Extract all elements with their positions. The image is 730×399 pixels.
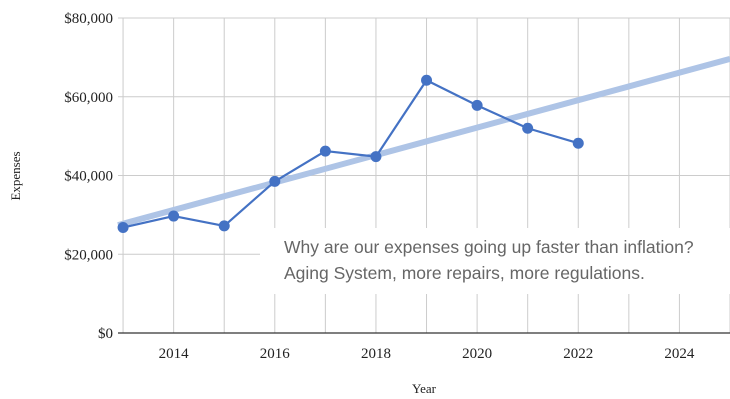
x-tick-label: 2018 [361,346,391,362]
trendline [117,56,730,229]
x-tick-label: 2022 [563,346,593,362]
data-point [117,221,129,233]
data-point [168,210,180,222]
x-tick-label: 2016 [260,346,291,362]
tick-labels: $0 $20,000 $40,000 $60,000 $80,000 2014 2016 20… [64,11,695,362]
data-point [421,74,433,86]
annotation-background [260,228,730,294]
data-point [218,220,230,232]
data-point [522,122,534,134]
data-point [269,175,281,187]
annotation-line-1: Why are our expenses going up faster tha… [284,237,694,257]
series-expenses [117,74,584,233]
trendline-segment [117,56,730,229]
data-point [370,151,382,163]
data-point [319,145,331,157]
x-tick-label: 2024 [664,346,695,362]
y-tick-label: $80,000 [64,11,113,27]
x-axis-title: Year [412,381,437,396]
data-point [572,137,584,149]
y-tick-label: $60,000 [64,90,113,106]
series-line [122,79,579,229]
y-tick-label: $40,000 [64,169,113,185]
annotation-line-2: Aging System, more repairs, more regulat… [284,263,645,283]
y-tick-label: $20,000 [64,247,113,263]
y-axis-title: Expenses [8,151,23,200]
x-tick-label: 2014 [159,346,190,362]
y-tick-label: $0 [98,326,113,342]
x-tick-label: 2020 [462,346,492,362]
data-point [471,99,483,111]
